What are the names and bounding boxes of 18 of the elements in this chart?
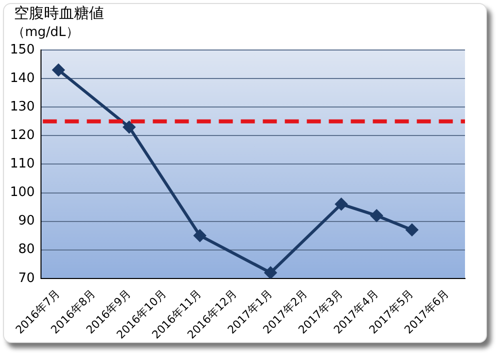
point [264,266,277,278]
point [335,198,348,210]
point [194,230,206,242]
point [123,121,136,134]
y-tick-label: 140 [10,70,35,86]
y-tick-label: 100 [10,185,35,200]
y-tick-label: 130 [10,99,35,114]
y-axis-title: （mg/dL） [12,24,79,41]
y-tick-label: 80 [18,242,35,258]
point [370,210,383,222]
point [52,64,64,76]
y-tick-label: 120 [10,128,35,144]
y-tick-label: 150 [10,42,35,58]
point [406,224,418,236]
y-tick-label: 90 [18,214,35,229]
y-tick-label: 70 [18,270,35,286]
y-tick-label: 110 [10,156,35,172]
chart-title: 空腹時血糖値 [14,4,104,23]
